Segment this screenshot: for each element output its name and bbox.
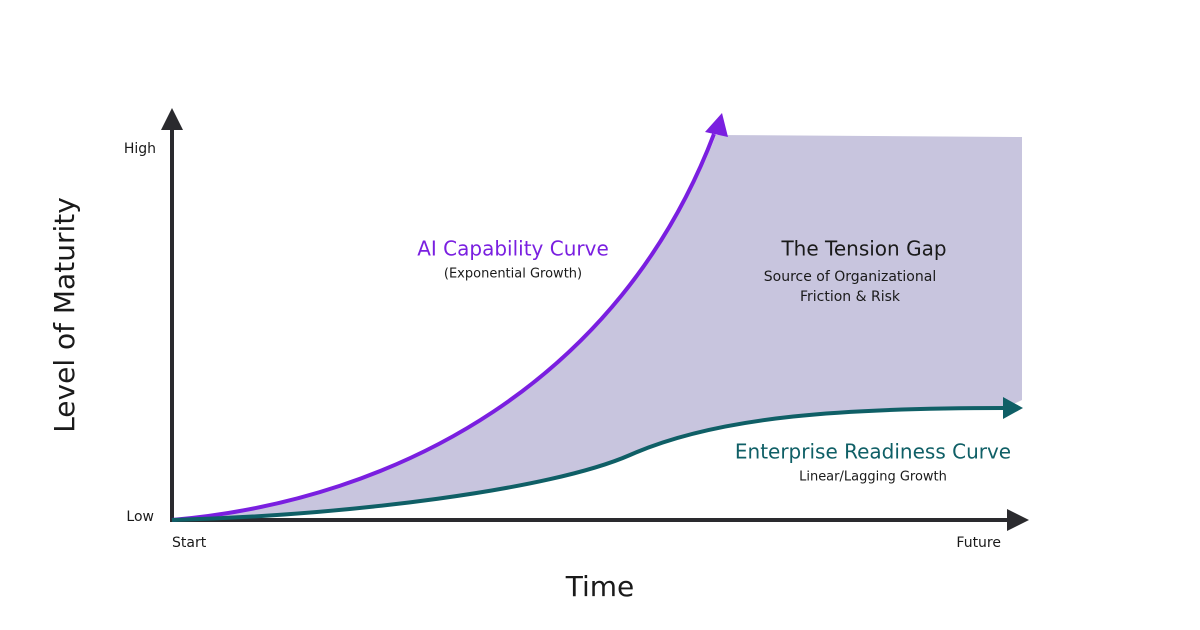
x-start-label: Start <box>172 535 207 551</box>
y-axis-title: Level of Maturity <box>48 197 81 433</box>
ai-capability-curve <box>171 133 716 522</box>
enterprise-readiness-curve <box>171 406 1007 522</box>
enterprise-curve-title: Enterprise Readiness Curve <box>735 440 1011 464</box>
y-axis-arrow <box>161 108 183 130</box>
ai-curve-arrow <box>705 113 728 137</box>
ai-curve-title: AI Capability Curve <box>417 237 609 261</box>
x-axis-arrow <box>1007 509 1029 531</box>
ai-curve-subtitle: (Exponential Growth) <box>444 267 582 282</box>
enterprise-curve-arrow <box>1003 397 1023 419</box>
enterprise-curve-subtitle: Linear/Lagging Growth <box>799 470 947 485</box>
x-end-label: Future <box>956 535 1001 551</box>
y-high-label: High <box>124 141 156 157</box>
gap-line-1: Source of Organizational <box>764 269 936 285</box>
tension-gap-area <box>172 135 1022 520</box>
gap-line-2: Friction & Risk <box>800 289 901 305</box>
x-axis-title: Time <box>565 570 635 603</box>
y-low-label: Low <box>126 509 154 525</box>
gap-title: The Tension Gap <box>780 237 946 261</box>
